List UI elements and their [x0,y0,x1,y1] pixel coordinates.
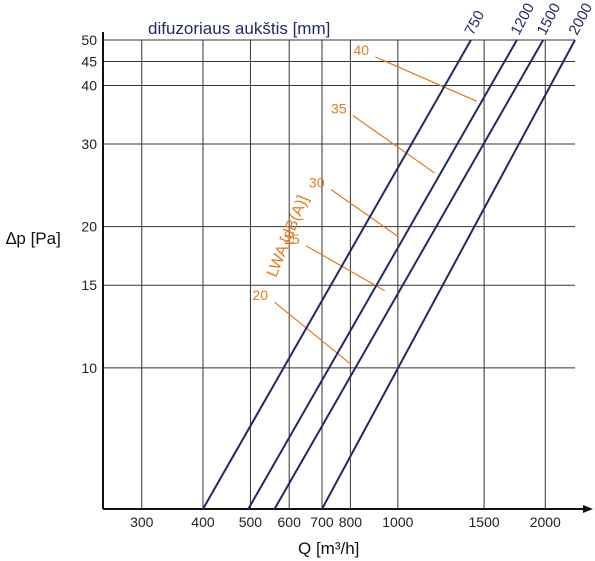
y-tick-label: 30 [81,136,97,152]
x-tick-label: 300 [130,514,154,530]
noise-level-label: 25 [284,231,300,247]
noise-level-line [274,301,351,365]
noise-level-lines: 20 25 30 35 40 [253,42,478,365]
noise-legend-title: LWA [dB(A)] [264,193,312,279]
noise-level-line [305,245,385,292]
x-axis-arrow [583,505,593,513]
noise-level-label: 40 [353,42,369,58]
y-tick-label: 50 [81,32,97,48]
grid [103,39,575,509]
x-tick-label: 1000 [382,514,413,530]
noise-level-label: 30 [309,174,325,190]
x-axis-title: Q [m³/h] [298,539,359,558]
series-label-1200: 1200 [507,0,538,37]
x-tick-label: 600 [278,514,302,530]
x-tick-label: 1500 [469,514,500,530]
x-tick-label: 400 [191,514,215,530]
y-tick-label: 45 [81,53,97,69]
x-tick-label: 500 [239,514,263,530]
series-line-2000 [321,39,576,510]
chart-title: difuzoriaus aukštis [mm] [148,19,330,38]
noise-level-label: 20 [253,287,269,303]
y-tick-label: 40 [81,77,97,93]
y-tick-label: 10 [81,360,97,376]
axes [102,32,593,513]
noise-level-line [375,56,478,102]
x-tick-label: 2000 [530,514,561,530]
y-tick-label: 15 [81,277,97,293]
series-lines [202,39,576,510]
series-label-1500: 1500 [534,0,565,37]
noise-level-line [352,115,436,174]
x-tick-label: 800 [339,514,363,530]
x-tick-label: 700 [310,514,334,530]
series-line-1500 [273,39,545,510]
series-label-2000: 2000 [566,0,595,37]
noise-level-label: 35 [331,101,347,117]
y-axis-title: ∆p [Pa] [6,229,61,248]
series-line-750 [202,39,472,510]
series-label-750: 750 [461,8,488,38]
series-line-1200 [247,39,518,510]
y-tick-label: 20 [81,219,97,235]
tick-labels: 300 400 500 600 700 800 1000 1500 2000 10 15 20 30 40… [81,32,561,530]
noise-level-line [330,189,400,238]
